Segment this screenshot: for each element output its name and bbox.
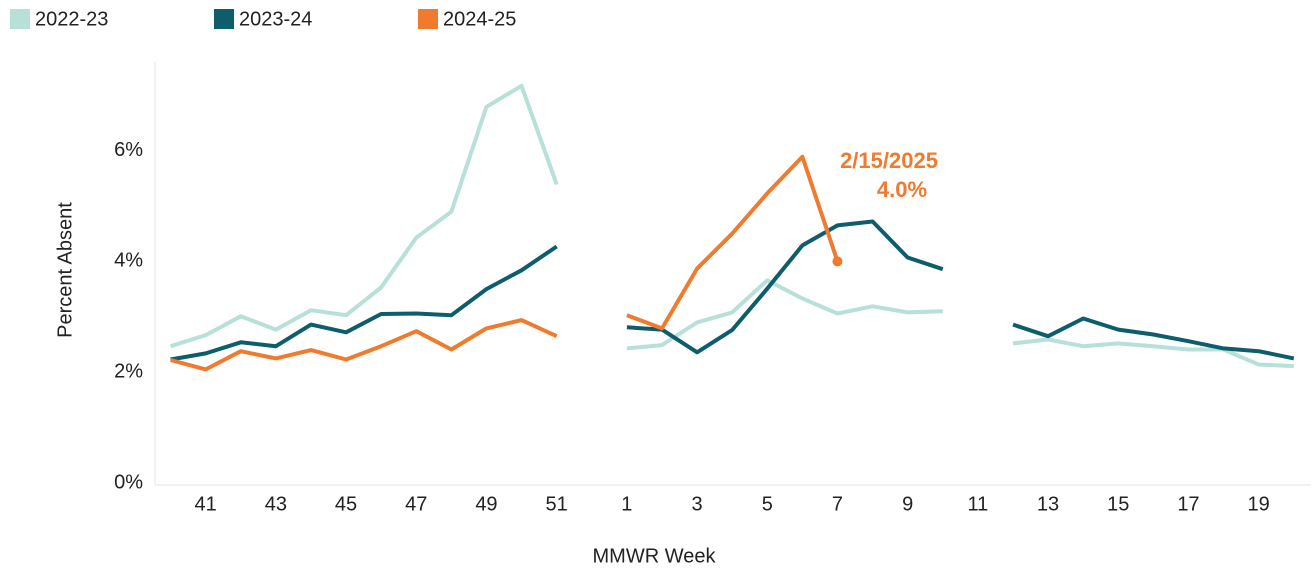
series-line (169, 83, 1294, 369)
legend-swatch (10, 9, 30, 29)
series-line (170, 154, 840, 372)
x-tick-label: 15 (1107, 493, 1129, 515)
series-line (170, 219, 1295, 362)
annotation-value: 4.0% (877, 177, 927, 202)
x-axis-title: MMWR Week (593, 545, 717, 567)
x-tick-label: 51 (546, 493, 568, 515)
y-tick-label: 4% (114, 250, 143, 272)
y-tick-label: 0% (114, 471, 143, 493)
x-tick-label: 17 (1177, 493, 1199, 515)
legend-label: 2022-23 (35, 8, 108, 30)
legend-swatch (418, 9, 438, 29)
y-tick-label: 2% (114, 360, 143, 382)
annotation-dot (832, 256, 843, 267)
x-tick-label: 49 (475, 493, 497, 515)
x-tick-label: 45 (335, 493, 357, 515)
x-tick-label: 41 (195, 493, 217, 515)
x-tick-label: 47 (405, 493, 427, 515)
x-tick-label: 11 (967, 493, 988, 515)
y-tick-label: 6% (114, 139, 143, 161)
x-tick-label: 9 (902, 493, 913, 515)
x-tick-label: 7 (832, 493, 843, 515)
x-tick-label: 43 (265, 493, 287, 515)
y-axis-title: Percent Absent (54, 202, 76, 338)
x-tick-label: 1 (621, 493, 632, 515)
legend-label: 2023-24 (239, 8, 312, 30)
x-tick-label: 13 (1037, 493, 1059, 515)
legend-label: 2024-25 (443, 8, 516, 30)
x-tick-label: 3 (691, 493, 702, 515)
annotation-date: 2/15/2025 (840, 148, 938, 173)
x-tick-label: 5 (762, 493, 773, 515)
x-tick-label: 19 (1248, 493, 1270, 515)
legend-swatch (214, 9, 234, 29)
